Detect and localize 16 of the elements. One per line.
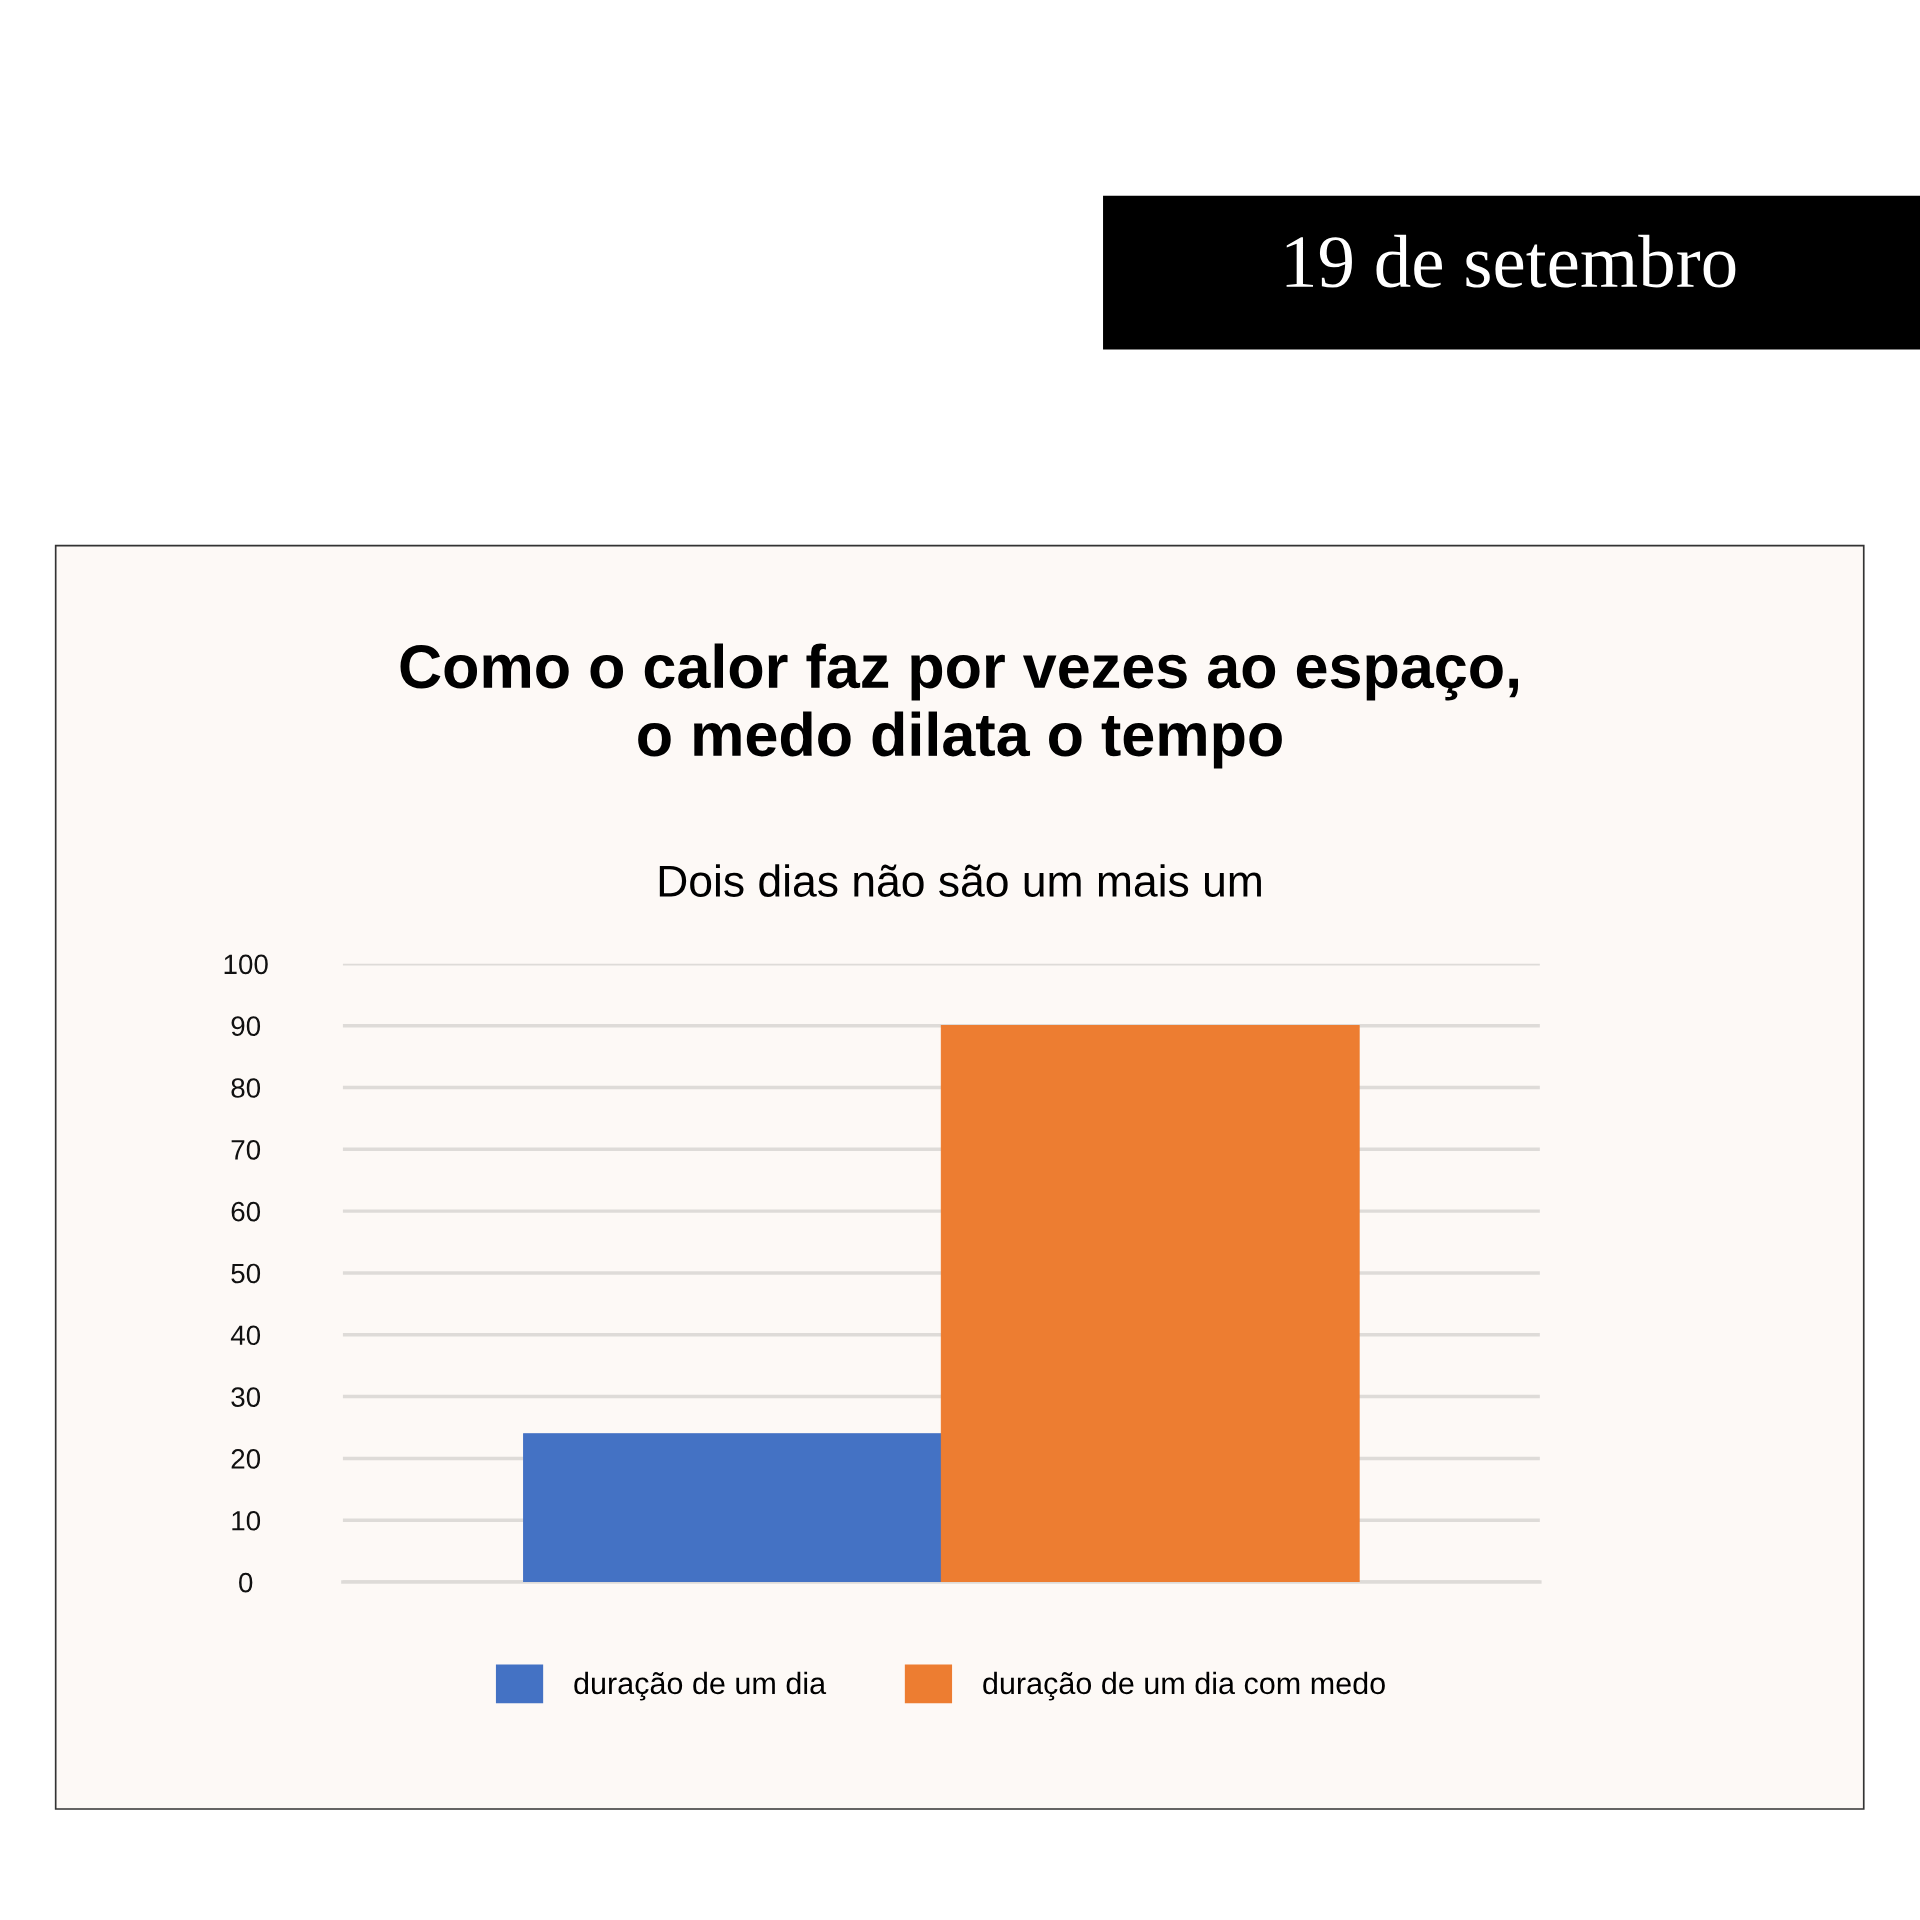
legend-label: duração de um dia com medo <box>983 1671 1385 1701</box>
y-tick-label: 50 <box>231 1263 261 1284</box>
y-tick-label: 100 <box>224 954 268 975</box>
y-tick-label: 90 <box>231 1016 261 1036</box>
legend-label: duração de um dia <box>574 1671 827 1701</box>
y-tick-label: 20 <box>231 1449 261 1469</box>
chart-title: Como o calor faz por vezes ao espaço, o medo dilata o tempo <box>400 643 1519 769</box>
y-tick-label: 80 <box>231 1078 261 1098</box>
chart-subtitle: Dois dias não são um mais um <box>659 864 1261 897</box>
y-tick-label: 60 <box>231 1201 261 1222</box>
y-tick-label: 30 <box>231 1387 261 1407</box>
y-tick-label: 0 <box>239 1572 253 1593</box>
y-tick-label: 10 <box>232 1510 261 1531</box>
text: 19 de setembro <box>1286 234 1736 288</box>
y-tick-label: 70 <box>231 1139 261 1160</box>
y-tick-label: 40 <box>230 1325 261 1346</box>
